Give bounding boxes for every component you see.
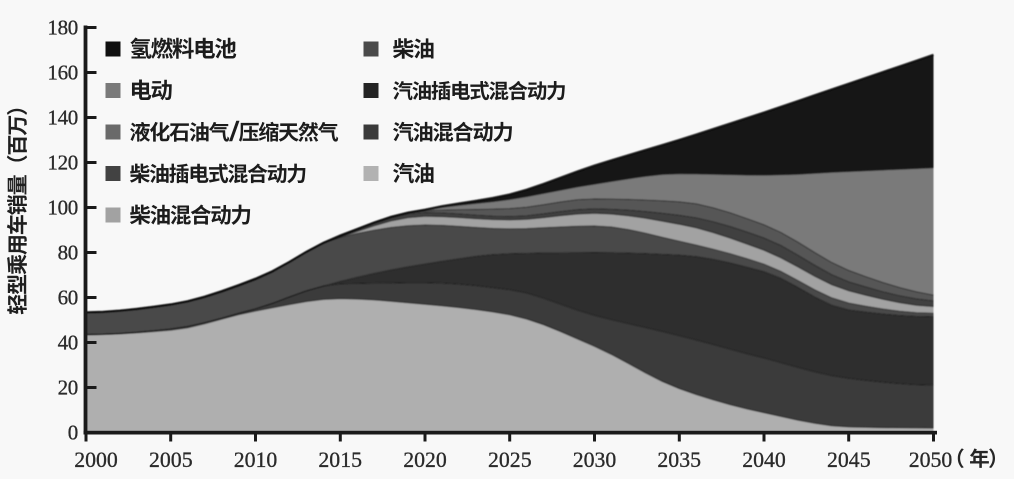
svg-text:0: 0 [68,421,78,445]
svg-text:80: 80 [58,241,78,265]
svg-text:2040: 2040 [742,448,786,472]
svg-text:100: 100 [47,196,78,220]
svg-text:180: 180 [47,16,78,40]
svg-text:20: 20 [58,376,78,400]
svg-text:2030: 2030 [573,448,617,472]
svg-text:2010: 2010 [234,448,278,472]
svg-text:40: 40 [58,331,78,355]
svg-text:60: 60 [58,286,78,310]
svg-text:2025: 2025 [488,448,532,472]
svg-text:2015: 2015 [318,448,362,472]
svg-text:2035: 2035 [657,448,701,472]
svg-text:2050: 2050 [909,448,953,472]
svg-text:2005: 2005 [149,448,193,472]
svg-text:120: 120 [47,151,78,175]
svg-text:160: 160 [47,61,78,85]
svg-text:140: 140 [47,106,78,130]
svg-text:2045: 2045 [827,448,871,472]
svg-text:2020: 2020 [403,448,447,472]
svg-text:2000: 2000 [74,448,118,472]
